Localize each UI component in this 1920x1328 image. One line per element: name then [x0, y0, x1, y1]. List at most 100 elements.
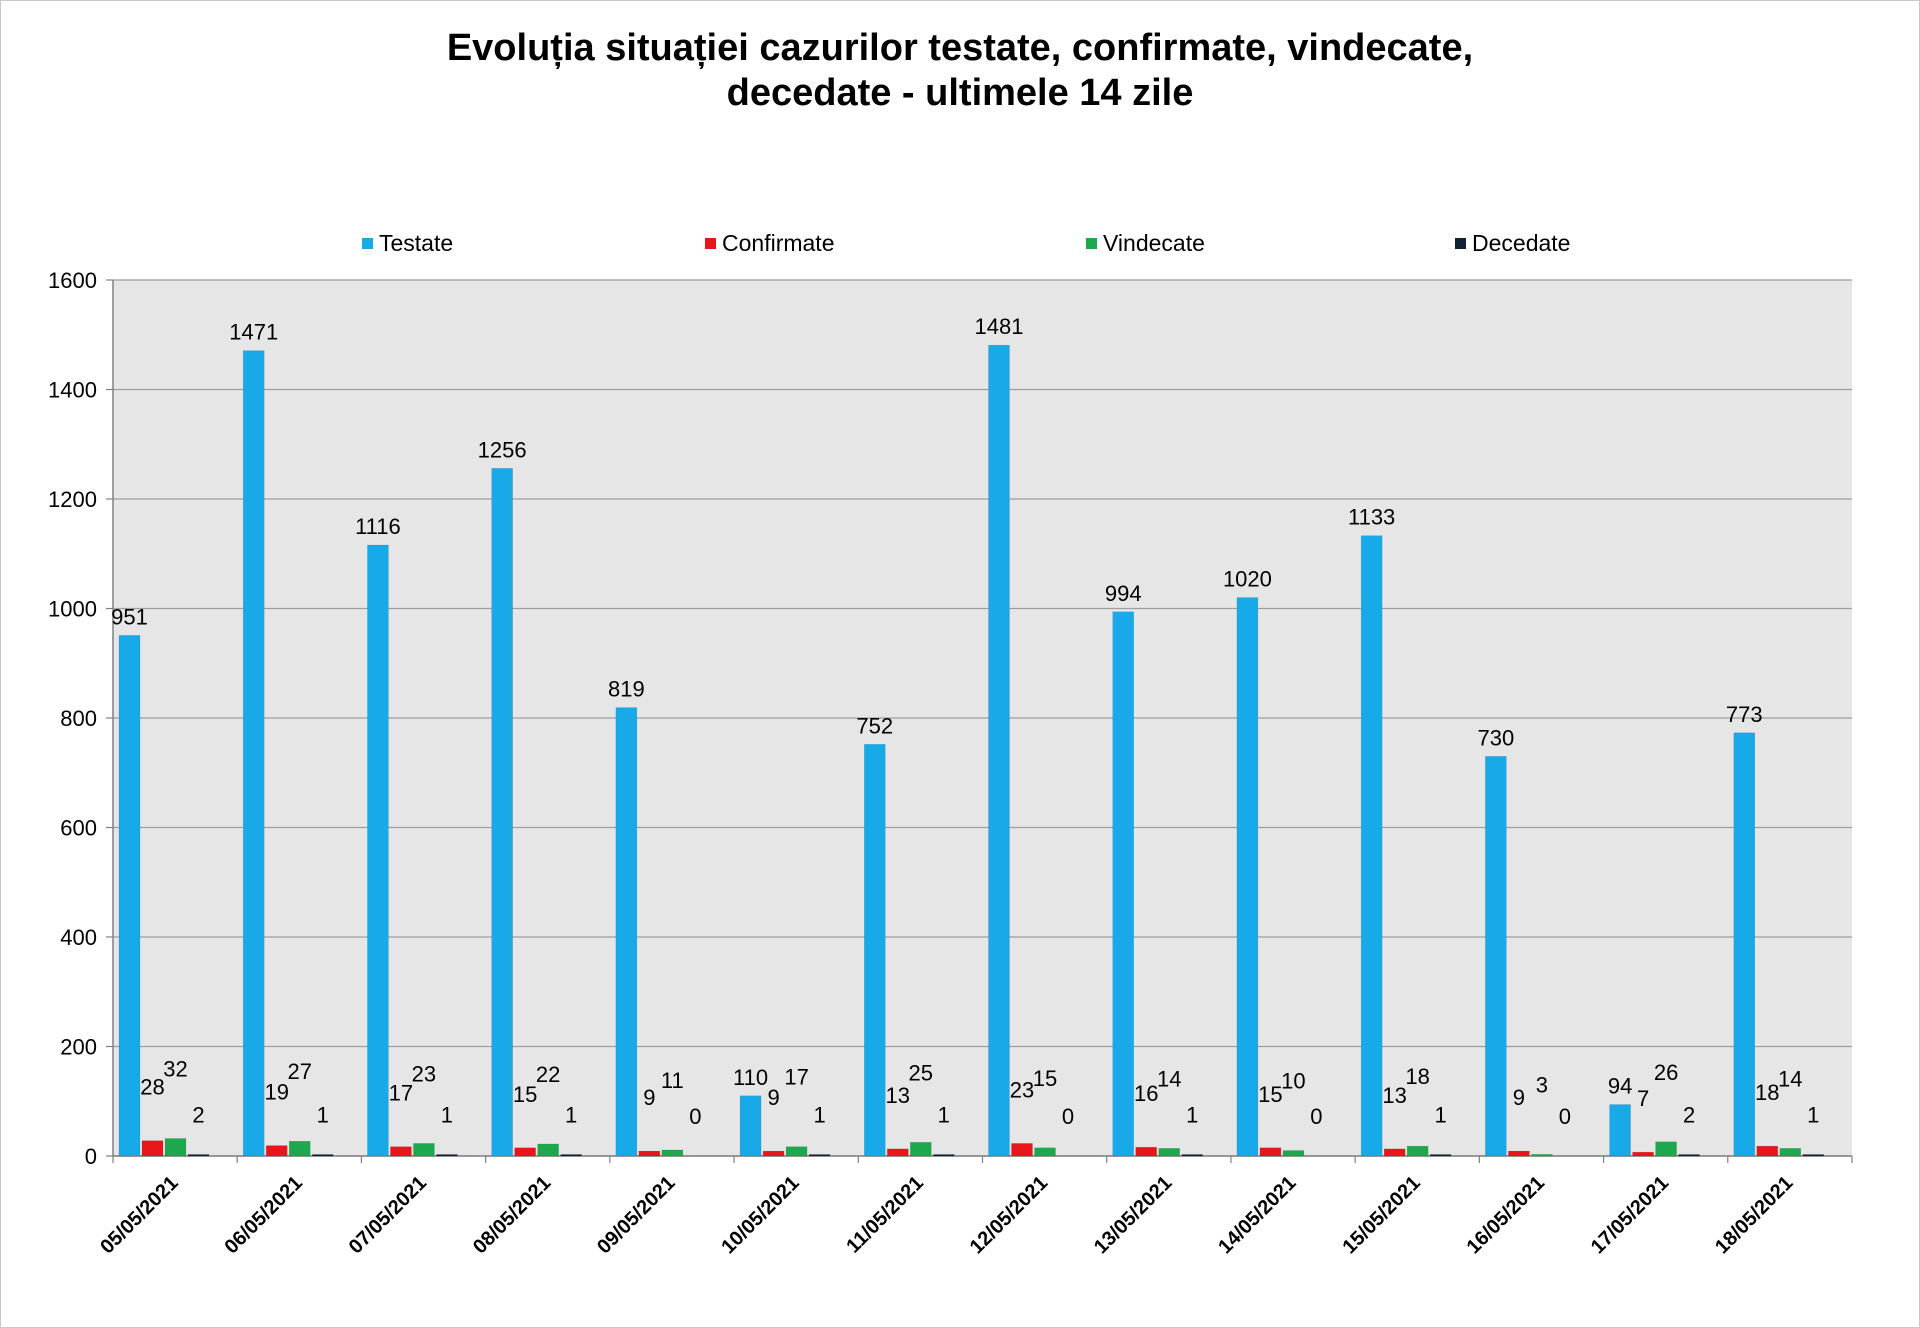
- data-label-vindecate: 15: [1033, 1066, 1057, 1091]
- y-tick-label: 400: [60, 925, 97, 950]
- data-label-confirmate: 18: [1755, 1080, 1779, 1105]
- bar-vindecate: [164, 1138, 187, 1157]
- legend-label: Confirmate: [722, 230, 835, 256]
- y-tick-label: 200: [60, 1035, 97, 1060]
- data-label-decedate: 1: [938, 1103, 950, 1128]
- bar-vindecate: [288, 1140, 311, 1157]
- x-tick-label: 14/05/2021: [1214, 1172, 1300, 1258]
- bar-testate: [1733, 732, 1756, 1157]
- bar-confirmate: [887, 1148, 909, 1157]
- bar-confirmate: [265, 1145, 288, 1157]
- bar-vindecate: [785, 1146, 808, 1157]
- x-tick-label: 10/05/2021: [717, 1172, 803, 1258]
- bar-testate: [1485, 756, 1507, 1157]
- data-label-decedate: 1: [441, 1103, 453, 1128]
- bar-testate: [988, 344, 1010, 1157]
- data-label-confirmate: 28: [140, 1075, 164, 1100]
- data-label-vindecate: 17: [784, 1065, 808, 1090]
- bar-testate: [367, 544, 389, 1157]
- data-label-vindecate: 3: [1536, 1072, 1548, 1097]
- bar-vindecate: [537, 1143, 559, 1157]
- bar-decedate: [808, 1154, 831, 1157]
- data-label-vindecate: 32: [163, 1056, 187, 1081]
- data-label-testate: 752: [856, 713, 893, 738]
- data-label-confirmate: 13: [886, 1083, 910, 1108]
- data-label-testate: 110: [733, 1065, 768, 1090]
- x-tick-label: 18/05/2021: [1711, 1172, 1797, 1258]
- data-label-testate: 94: [1608, 1074, 1632, 1099]
- x-tick-label: 08/05/2021: [469, 1172, 555, 1258]
- bar-confirmate: [1011, 1143, 1033, 1157]
- legend-swatch: [705, 238, 716, 249]
- data-label-decedate: 0: [689, 1104, 701, 1129]
- bar-vindecate: [661, 1149, 684, 1157]
- legend-swatch: [1455, 238, 1466, 249]
- data-label-confirmate: 19: [264, 1080, 288, 1105]
- bar-confirmate: [141, 1140, 164, 1157]
- data-label-confirmate: 23: [1010, 1077, 1034, 1102]
- bar-confirmate: [514, 1147, 536, 1157]
- bar-testate: [1609, 1104, 1631, 1157]
- bar-confirmate: [1135, 1146, 1157, 1157]
- data-label-confirmate: 9: [643, 1085, 655, 1110]
- chart-legend: Testate Confirmate Vindecate Decedate: [0, 230, 1920, 262]
- data-label-confirmate: 9: [1513, 1085, 1525, 1110]
- data-label-decedate: 2: [1683, 1103, 1695, 1128]
- data-label-decedate: 1: [317, 1103, 329, 1128]
- bar-testate: [864, 744, 886, 1157]
- y-tick-label: 0: [85, 1144, 97, 1169]
- data-label-testate: 951: [111, 604, 148, 629]
- bar-decedate: [436, 1154, 458, 1157]
- data-label-confirmate: 9: [767, 1085, 779, 1110]
- x-tick-label: 17/05/2021: [1587, 1172, 1673, 1258]
- x-tick-label: 12/05/2021: [966, 1172, 1052, 1258]
- bar-vindecate: [1406, 1145, 1429, 1157]
- x-tick-label: 09/05/2021: [593, 1172, 679, 1258]
- data-label-vindecate: 27: [287, 1059, 311, 1084]
- bar-decedate: [1678, 1154, 1700, 1157]
- bar-decedate: [1429, 1154, 1452, 1157]
- bar-confirmate: [1259, 1147, 1282, 1157]
- bar-vindecate: [1158, 1148, 1180, 1157]
- bar-decedate: [560, 1154, 582, 1157]
- legend-item-decedate: Decedate: [1455, 230, 1570, 257]
- chart-title-line1: Evoluția situației cazurilor testate, co…: [446, 27, 1474, 69]
- data-label-decedate: 1: [1807, 1103, 1819, 1128]
- data-label-confirmate: 16: [1134, 1081, 1158, 1106]
- bar-testate: [242, 350, 265, 1157]
- x-tick-label: 15/05/2021: [1338, 1172, 1424, 1258]
- legend-label: Testate: [379, 230, 454, 256]
- data-label-testate: 1020: [1223, 567, 1272, 592]
- data-label-testate: 730: [1477, 725, 1514, 750]
- data-label-decedate: 0: [1310, 1104, 1322, 1129]
- bar-confirmate: [1508, 1150, 1530, 1157]
- data-label-confirmate: 17: [389, 1081, 413, 1106]
- bar-decedate: [187, 1154, 210, 1157]
- data-label-testate: 1133: [1348, 505, 1395, 530]
- data-label-testate: 1256: [478, 437, 527, 462]
- bar-vindecate: [1034, 1147, 1056, 1157]
- bar-vindecate: [413, 1143, 435, 1157]
- legend-swatch: [362, 238, 373, 249]
- y-tick-label: 1200: [48, 487, 97, 512]
- x-tick-label: 16/05/2021: [1463, 1172, 1549, 1258]
- bar-confirmate: [638, 1150, 661, 1157]
- data-label-vindecate: 22: [536, 1062, 560, 1087]
- data-label-vindecate: 23: [412, 1061, 436, 1086]
- data-label-decedate: 0: [1062, 1104, 1074, 1129]
- data-label-vindecate: 14: [1778, 1066, 1802, 1091]
- bar-decedate: [1802, 1154, 1825, 1157]
- bar-testate: [739, 1095, 762, 1157]
- bar-testate: [1236, 597, 1259, 1157]
- y-tick-label: 600: [60, 816, 97, 841]
- bar-testate: [1360, 535, 1383, 1157]
- x-tick-label: 11/05/2021: [842, 1172, 928, 1258]
- data-label-decedate: 1: [813, 1103, 825, 1128]
- data-label-testate: 1116: [355, 514, 401, 539]
- bar-decedate: [933, 1154, 955, 1157]
- data-label-testate: 773: [1726, 702, 1763, 727]
- data-label-decedate: 0: [1559, 1104, 1571, 1129]
- data-label-confirmate: 15: [513, 1082, 537, 1107]
- y-tick-label: 1400: [48, 378, 97, 403]
- bar-vindecate: [1779, 1148, 1802, 1157]
